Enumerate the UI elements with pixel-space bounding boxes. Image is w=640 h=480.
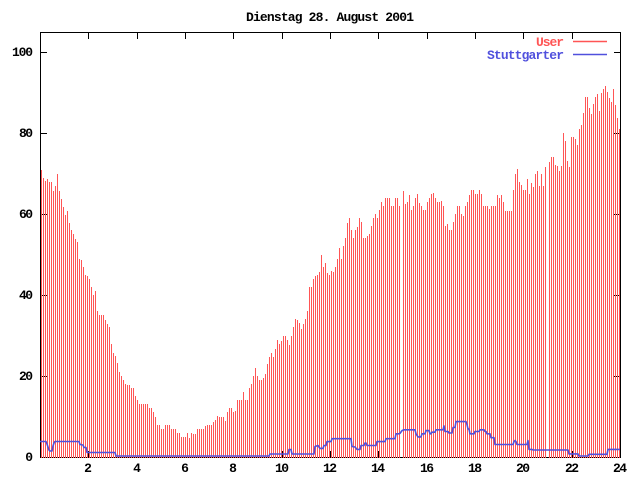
svg-text:0: 0	[25, 450, 33, 465]
svg-text:User: User	[536, 35, 564, 50]
svg-text:12: 12	[323, 461, 337, 476]
svg-text:40: 40	[19, 288, 33, 303]
svg-text:20: 20	[19, 369, 33, 384]
svg-text:14: 14	[371, 461, 385, 476]
svg-text:Stuttgarter: Stuttgarter	[487, 48, 564, 63]
svg-text:20: 20	[516, 461, 530, 476]
svg-text:Dienstag 28. August 2001: Dienstag 28. August 2001	[246, 10, 414, 25]
svg-text:100: 100	[12, 45, 33, 60]
svg-text:16: 16	[420, 461, 434, 476]
svg-text:2: 2	[84, 461, 92, 476]
svg-text:8: 8	[229, 461, 237, 476]
svg-text:24: 24	[613, 461, 627, 476]
svg-text:60: 60	[19, 207, 33, 222]
svg-text:6: 6	[181, 461, 189, 476]
svg-text:22: 22	[565, 461, 579, 476]
svg-text:4: 4	[133, 461, 141, 476]
svg-text:80: 80	[19, 126, 33, 141]
svg-text:18: 18	[468, 461, 482, 476]
svg-text:10: 10	[275, 461, 289, 476]
